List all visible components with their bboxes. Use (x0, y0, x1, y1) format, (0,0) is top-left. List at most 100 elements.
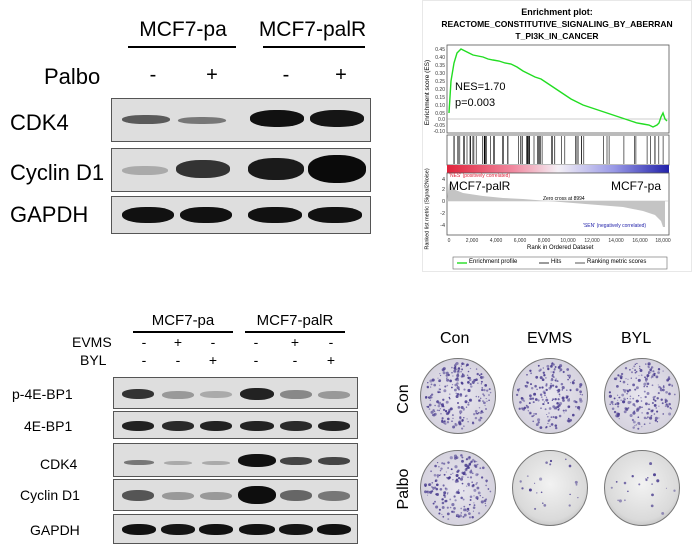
colony-dot (480, 500, 484, 504)
colony-dot (474, 416, 478, 420)
colony-dot (639, 369, 643, 372)
blot-label-cdk4: CDK4 (10, 110, 69, 135)
blot-band (122, 490, 154, 501)
blot-band (200, 492, 232, 500)
colony-dot (550, 423, 554, 426)
gsea-xtick: 18,000 (655, 238, 671, 244)
colony-dot (443, 420, 446, 423)
colony-dot (452, 479, 454, 481)
gsea-xlabel: Rank in Ordered Dataset (527, 245, 594, 251)
colony-dot (573, 399, 577, 403)
colony-dot (623, 397, 626, 401)
colony-dot (553, 408, 555, 410)
colony-dot (567, 378, 569, 381)
colony-dot (613, 397, 616, 400)
colony-dot (472, 382, 475, 385)
colony-dot (552, 373, 554, 376)
colony-dot (455, 392, 457, 395)
colony-dot (447, 467, 449, 469)
colony-dot (627, 378, 629, 380)
colony-dot (482, 393, 484, 395)
colony-dot (623, 389, 627, 392)
colony-dot (530, 387, 534, 390)
colony-dot (550, 416, 553, 419)
colony-dot (556, 389, 558, 392)
colony-dot (479, 494, 482, 497)
colony-dot (646, 411, 649, 415)
colony-dot (627, 400, 631, 405)
colony-dot (460, 512, 463, 514)
colony-dot (461, 368, 464, 371)
colony-dot (644, 377, 648, 381)
colony-dot (622, 380, 626, 384)
colony-dot (477, 512, 481, 515)
colony-dot (532, 420, 534, 423)
colony-dot (668, 392, 670, 394)
gsea-es-yticks: 0.45 0.40 0.35 0.30 0.25 0.20 0.15 0.10 … (434, 47, 446, 135)
blot-band (279, 524, 313, 535)
blot-strip-cdk4 (113, 443, 358, 477)
colony-dot (444, 487, 447, 490)
colony-dot (643, 385, 646, 388)
blot-band (318, 457, 350, 465)
colony-dot (619, 380, 622, 383)
colony-dot (461, 374, 465, 378)
group-underline (128, 46, 236, 48)
colony-dot (451, 366, 453, 369)
colony-dot (466, 485, 468, 487)
colony-dot (635, 386, 639, 390)
colony-dot (465, 467, 468, 470)
colony-dot (558, 393, 561, 396)
colony-dot (620, 399, 622, 401)
blot-label-gapdh: GAPDH (10, 202, 89, 227)
colony-dot (650, 366, 654, 369)
colony-dot (441, 417, 444, 420)
colony-dot (526, 373, 528, 376)
colony-dot (565, 396, 569, 399)
colony-dot (544, 408, 547, 411)
colony-dot (637, 416, 640, 419)
colony-dot (477, 412, 480, 414)
gsea-left-group: MCF7-palR (449, 179, 511, 193)
colony-dot (551, 377, 553, 380)
blot-band (248, 207, 302, 223)
gsea-metric-ytick: 4 (442, 177, 445, 183)
colony-dot (473, 502, 475, 504)
colony-dot (436, 409, 439, 411)
colony-dot (547, 422, 549, 425)
gsea-title-line3: T_PI3K_IN_CANCER (515, 31, 599, 41)
gsea-es-ytick: -0.10 (434, 129, 446, 135)
colony-dot (537, 364, 540, 367)
colony-dot (430, 396, 433, 399)
plate-row-header-con: Con (395, 384, 412, 414)
colony-dot (668, 383, 672, 386)
colony-dot (462, 508, 466, 512)
colony-dot (460, 370, 462, 373)
colony-dot (561, 396, 565, 400)
blot-band (280, 390, 312, 399)
colony-dot (654, 416, 658, 420)
colony-dot (446, 476, 448, 479)
colony-dot (438, 409, 440, 412)
colony-dot (581, 394, 583, 396)
colony-dot (467, 476, 469, 479)
colony-dot (557, 398, 560, 401)
colony-dot (563, 412, 565, 414)
treatment-sign: - (328, 334, 334, 350)
plate-col-header-con: Con (440, 330, 470, 347)
gsea-legend-profile: Enrichment profile (469, 259, 518, 265)
colony-dot (619, 375, 623, 379)
colony-dot (480, 380, 483, 383)
blot-label-4e-bp1: 4E-BP1 (24, 418, 73, 434)
colony-dot (645, 381, 648, 383)
colony-dot (636, 362, 638, 365)
colony-dot (533, 413, 535, 415)
colony-dot (446, 417, 450, 421)
colony-dot (646, 417, 648, 419)
colony-dot (430, 395, 432, 397)
colony-dot (439, 372, 441, 375)
colony-dot (450, 468, 453, 471)
colony-dot (630, 377, 632, 379)
blot-band (199, 524, 233, 535)
colony-dot (558, 390, 560, 393)
